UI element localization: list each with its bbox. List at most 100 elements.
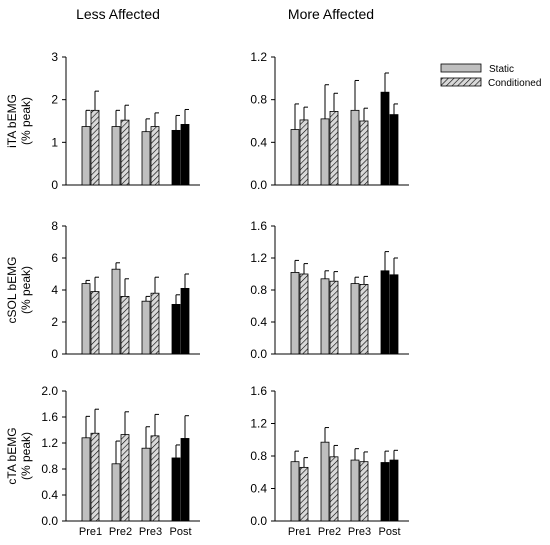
y-tick-label: 1.2 [250, 251, 267, 265]
column-title-more-affected: More Affected [288, 6, 374, 22]
legend-label-conditioned: Conditioned [488, 78, 541, 89]
y-tick-label: 1.6 [250, 384, 267, 398]
y-tick-label: 1.6 [41, 410, 58, 424]
x-tick-label: Post [378, 526, 400, 538]
bar-static-pre3 [141, 300, 151, 355]
legend-swatch-conditioned [440, 77, 482, 87]
bar-static-pre2 [320, 441, 330, 522]
y-tick-label: 2 [51, 315, 58, 329]
panel-cTA-less: 0.0 0.4 0.8 1.2 1.6 2.0 cTA bEMG (% peak) Pre1 Pr… [5, 384, 200, 538]
bar-static-pre2 [320, 278, 330, 355]
bar-conditioned-pre3 [359, 283, 369, 355]
y-axis-unit-label: (% peak) [19, 97, 33, 145]
bar-conditioned-pre2 [329, 111, 339, 186]
x-tick-label: Pre1 [288, 526, 311, 538]
x-tick-label: Pre1 [79, 526, 102, 538]
bar-static-post [380, 270, 390, 355]
y-tick-label: 6 [51, 251, 58, 265]
bar-static-pre1 [290, 129, 300, 186]
y-tick-label: 2.0 [41, 384, 58, 398]
y-tick-label: 0.8 [250, 449, 267, 463]
bar-static-pre3 [141, 131, 151, 186]
y-tick-label: 0.8 [41, 462, 58, 476]
y-tick-label: 1.2 [41, 436, 58, 450]
x-tick-label: Pre3 [139, 526, 162, 538]
bar-static-pre1 [290, 461, 300, 522]
y-tick-label: 0.4 [41, 488, 58, 502]
bar-conditioned-post [389, 274, 399, 355]
bar-static-post [171, 457, 181, 522]
bar-conditioned-pre3 [150, 292, 160, 355]
bar-conditioned-pre3 [150, 435, 160, 522]
bar-static-pre2 [320, 118, 330, 186]
legend: Static Conditioned [440, 63, 541, 89]
panel-iTA-less: 0 1 2 3 iTA bEMG (% peak) [5, 50, 200, 192]
y-tick-label: 2 [51, 93, 58, 107]
x-tick-label: Pre2 [318, 526, 341, 538]
bar-static-pre2 [111, 126, 121, 186]
bar-conditioned-pre2 [329, 280, 339, 355]
bar-conditioned-post [180, 124, 190, 186]
bar-static-pre3 [350, 283, 360, 355]
panel-cSOL-less: 0 2 4 6 8 cSOL bEMG (% peak) [5, 219, 200, 361]
bar-conditioned-pre1 [90, 109, 100, 186]
bar-conditioned-pre1 [299, 119, 309, 186]
panel-iTA-more: 0.0 0.4 0.8 1.2 [250, 50, 409, 192]
bar-static-pre1 [81, 126, 91, 186]
y-tick-label: 0.8 [250, 93, 267, 107]
y-tick-label: 0.4 [250, 482, 267, 496]
bar-static-pre3 [350, 109, 360, 186]
x-tick-label: Post [169, 526, 191, 538]
y-tick-label: 0.0 [250, 347, 267, 361]
panel-cSOL-more: 0.0 0.4 0.8 1.2 1.6 [250, 219, 409, 361]
bar-conditioned-pre1 [299, 466, 309, 522]
bar-conditioned-pre3 [359, 120, 369, 186]
y-tick-label: 0 [51, 178, 58, 192]
x-tick-label: Pre2 [109, 526, 132, 538]
y-tick-label: 1.6 [250, 219, 267, 233]
bar-static-pre3 [350, 459, 360, 522]
y-tick-label: 0.0 [41, 514, 58, 528]
y-axis-unit-label: (% peak) [19, 266, 33, 314]
y-tick-label: 0.0 [250, 514, 267, 528]
y-tick-label: 0 [51, 347, 58, 361]
bar-conditioned-post [389, 459, 399, 522]
y-tick-label: 3 [51, 50, 58, 64]
bar-conditioned-pre2 [120, 434, 130, 522]
y-tick-label: 1.2 [250, 417, 267, 431]
column-title-less-affected: Less Affected [76, 6, 160, 22]
x-tick-label: Pre3 [348, 526, 371, 538]
bar-conditioned-pre1 [299, 273, 309, 355]
bar-conditioned-post [389, 114, 399, 186]
y-axis-label: cSOL bEMG [5, 257, 19, 324]
legend-label-static: Static [489, 64, 514, 75]
bar-static-pre1 [81, 437, 91, 522]
y-tick-label: 8 [51, 219, 58, 233]
y-tick-label: 1.2 [250, 50, 267, 64]
y-tick-label: 0.4 [250, 135, 267, 149]
bar-static-pre2 [111, 268, 121, 355]
bar-static-pre1 [290, 271, 300, 355]
y-tick-label: 0.4 [250, 315, 267, 329]
legend-swatch-static [440, 63, 482, 73]
bar-static-pre1 [81, 283, 91, 355]
bar-conditioned-post [180, 438, 190, 522]
bar-conditioned-pre2 [329, 456, 339, 522]
y-tick-label: 4 [51, 283, 58, 297]
bar-static-post [380, 91, 390, 186]
bar-conditioned-pre2 [120, 295, 130, 355]
bar-conditioned-pre1 [90, 291, 100, 355]
y-axis-unit-label: (% peak) [19, 432, 33, 480]
y-tick-label: 1 [51, 135, 58, 149]
bar-conditioned-pre3 [359, 461, 369, 522]
bar-static-post [171, 129, 181, 186]
bar-static-post [380, 462, 390, 522]
bar-static-pre2 [111, 463, 121, 522]
bar-conditioned-pre2 [120, 119, 130, 186]
y-tick-label: 0.8 [250, 283, 267, 297]
y-tick-label: 0.0 [250, 178, 267, 192]
bar-conditioned-pre3 [150, 126, 160, 186]
bar-static-post [171, 303, 181, 355]
